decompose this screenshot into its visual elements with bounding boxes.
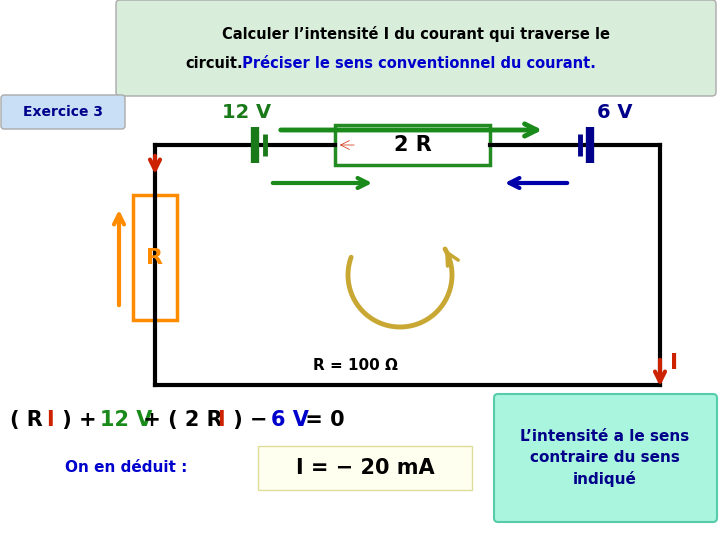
FancyBboxPatch shape xyxy=(335,125,490,165)
Text: ( R: ( R xyxy=(10,410,50,430)
FancyBboxPatch shape xyxy=(1,95,125,129)
Text: R: R xyxy=(146,247,163,267)
Text: On en déduit :: On en déduit : xyxy=(65,461,187,476)
Text: 12 V: 12 V xyxy=(100,410,153,430)
Text: Préciser le sens conventionnel du courant.: Préciser le sens conventionnel du couran… xyxy=(237,56,596,71)
Text: 2 R: 2 R xyxy=(394,135,431,155)
Text: 6 V: 6 V xyxy=(598,104,633,123)
FancyBboxPatch shape xyxy=(258,446,472,490)
FancyBboxPatch shape xyxy=(133,195,177,320)
Text: I = − 20 mA: I = − 20 mA xyxy=(296,458,434,478)
Text: ) +: ) + xyxy=(55,410,104,430)
FancyBboxPatch shape xyxy=(494,394,717,522)
Text: circuit.: circuit. xyxy=(185,56,243,71)
Text: Calculer l’intensité I du courant qui traverse le: Calculer l’intensité I du courant qui tr… xyxy=(222,26,610,42)
Text: I: I xyxy=(670,353,678,373)
Text: I: I xyxy=(46,410,53,430)
Text: = 0: = 0 xyxy=(298,410,345,430)
Text: + ( 2 R: + ( 2 R xyxy=(136,410,230,430)
Text: Exercice 3: Exercice 3 xyxy=(23,105,103,119)
Text: 12 V: 12 V xyxy=(222,104,271,123)
Text: I: I xyxy=(217,410,225,430)
Text: ) −: ) − xyxy=(226,410,275,430)
Text: L’intensité a le sens
contraire du sens
indiqué: L’intensité a le sens contraire du sens … xyxy=(521,429,690,487)
Text: R = 100 Ω: R = 100 Ω xyxy=(312,357,397,373)
FancyBboxPatch shape xyxy=(116,0,716,96)
Text: 6 V: 6 V xyxy=(271,410,309,430)
